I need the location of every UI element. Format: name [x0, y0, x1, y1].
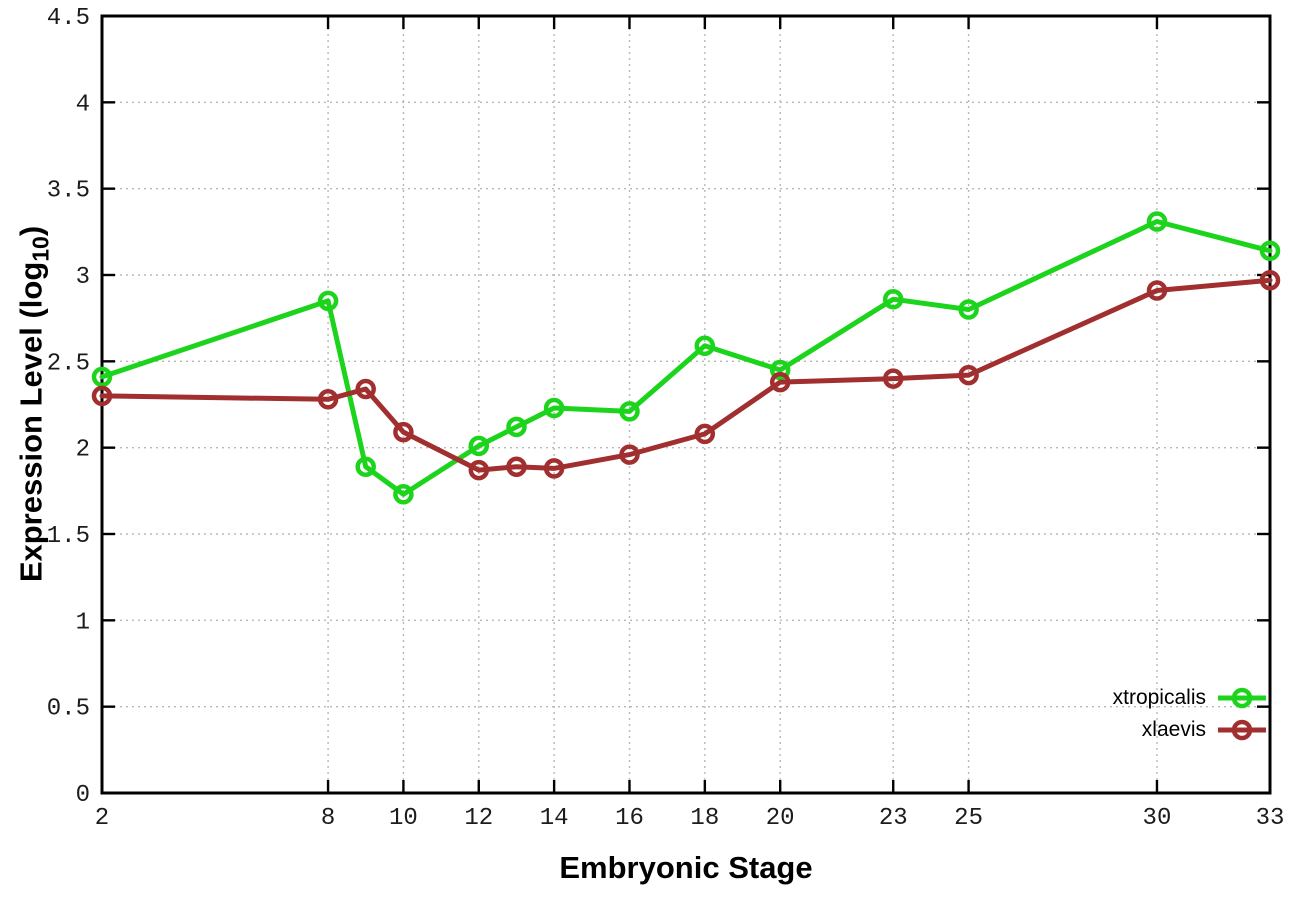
y-tick-label: 3 — [76, 264, 90, 291]
data-point-xlaevis — [1259, 269, 1281, 291]
data-point-xlaevis — [694, 423, 716, 445]
legend-item-xtropicalis: xtropicalis — [1113, 683, 1268, 712]
legend-label-xtropicalis: xtropicalis — [1112, 685, 1206, 709]
y-axis-label-text: Expression Level (log — [13, 261, 49, 583]
y-tick-label: 2 — [76, 437, 90, 464]
data-point-xtropicalis — [468, 435, 490, 457]
x-tick-label: 33 — [1256, 805, 1285, 832]
data-point-xlaevis — [393, 421, 414, 443]
data-point-xtropicalis — [882, 288, 904, 310]
legend: xtropicalis xlaevis — [1113, 683, 1268, 744]
data-point-xtropicalis — [619, 401, 640, 422]
x-tick-label: 12 — [464, 805, 493, 832]
data-point-xtropicalis — [91, 366, 113, 388]
legend-item-xlaevis: xlaevis — [1113, 715, 1268, 744]
y-axis-label: Expression Level (log10) — [13, 226, 54, 582]
x-tick-label: 18 — [690, 805, 719, 832]
data-point-xtropicalis — [317, 290, 339, 312]
data-point-xtropicalis — [543, 397, 565, 419]
data-point-xlaevis — [619, 444, 640, 465]
x-tick-label: 16 — [615, 805, 644, 832]
y-tick-label: 3.5 — [47, 178, 90, 205]
y-tick-label: 0 — [76, 782, 90, 809]
x-tick-label: 25 — [954, 805, 983, 832]
legend-marker-open-circle-icon — [1231, 719, 1253, 740]
data-point-xtropicalis — [1146, 211, 1168, 232]
y-axis-label-subscript: 10 — [27, 236, 54, 262]
x-tick-label: 20 — [766, 805, 795, 832]
legend-label-xlaevis: xlaevis — [1141, 717, 1206, 741]
data-point-xlaevis — [468, 459, 490, 481]
x-tick-label: 30 — [1143, 805, 1172, 832]
legend-marker-open-circle-icon — [1231, 687, 1253, 708]
data-point-xlaevis — [317, 389, 339, 410]
data-point-xlaevis — [355, 378, 376, 400]
data-point-xtropicalis — [506, 416, 527, 438]
x-tick-label: 14 — [540, 805, 569, 832]
data-point-xlaevis — [543, 458, 565, 479]
y-tick-label: 4.5 — [47, 5, 90, 32]
x-tick-label: 23 — [879, 805, 908, 832]
data-point-xtropicalis — [393, 484, 414, 505]
data-point-xtropicalis — [769, 359, 791, 381]
y-tick-label: 4 — [76, 91, 90, 118]
x-axis-label: Embryonic Stage — [559, 850, 813, 885]
series-line-xtropicalis — [99, 219, 1273, 497]
series-line-xlaevis — [99, 277, 1273, 473]
data-point-xlaevis — [769, 371, 791, 393]
x-tick-label: 10 — [389, 805, 418, 832]
y-tick-label: 2.5 — [47, 350, 90, 377]
data-point-xlaevis — [958, 364, 979, 386]
data-point-xlaevis — [882, 368, 904, 389]
data-point-xlaevis — [91, 385, 113, 407]
data-point-xtropicalis — [1259, 240, 1281, 262]
legend-sample-xtropicalis — [1218, 687, 1266, 708]
data-point-xtropicalis — [355, 456, 376, 477]
x-tick-label: 2 — [95, 805, 109, 832]
y-tick-label: 1.5 — [47, 523, 90, 550]
data-point-xlaevis — [1146, 280, 1168, 301]
x-tick-label: 8 — [321, 805, 335, 832]
data-point-xtropicalis — [958, 299, 979, 320]
y-tick-label: 0.5 — [47, 696, 90, 723]
y-axis-label-suffix: ) — [13, 225, 49, 237]
data-point-xlaevis — [506, 456, 527, 477]
plot-border — [100, 14, 1272, 795]
legend-sample-xlaevis — [1218, 719, 1266, 740]
y-tick-label: 1 — [76, 609, 90, 636]
data-point-xtropicalis — [694, 335, 716, 357]
